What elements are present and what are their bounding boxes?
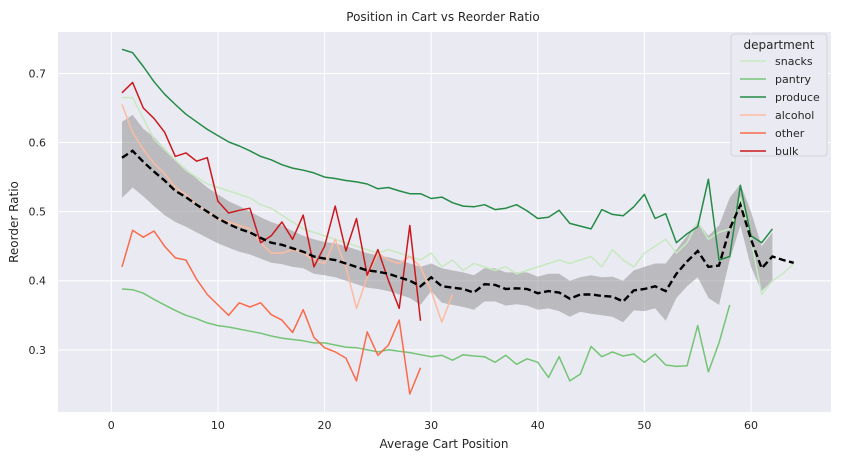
y-tick-label: 0.3 [29, 344, 47, 357]
mean-line-group [121, 149, 795, 303]
legend-label-bulk: bulk [775, 145, 799, 158]
x-tick-label: 60 [744, 419, 758, 432]
x-tick-label: 50 [637, 419, 651, 432]
y-tick-label: 0.6 [29, 137, 47, 150]
ci-band-area [122, 114, 773, 323]
series-line-pantry [121, 288, 731, 382]
grid [58, 32, 831, 412]
series-line-other [121, 229, 422, 395]
y-axis-label: Reorder Ratio [7, 181, 21, 263]
legend-label-alcohol: alcohol [775, 109, 814, 122]
legend-label-snacks: snacks [775, 55, 813, 68]
confidence-band [122, 114, 773, 323]
chart-title: Position in Cart vs Reorder Ratio [346, 10, 539, 24]
series-line-alcohol [121, 104, 454, 323]
legend-title: department [744, 38, 815, 52]
x-tick-label: 20 [318, 419, 332, 432]
y-tick-label: 0.5 [29, 206, 47, 219]
x-axis-label: Average Cart Position [380, 437, 509, 451]
x-tick-label: 0 [108, 419, 115, 432]
series-line-bulk [121, 81, 422, 321]
legend-label-other: other [775, 127, 805, 140]
x-tick-label: 10 [211, 419, 225, 432]
legend-items: snacks pantry produce alcohol other bulk [740, 55, 820, 158]
legend-label-pantry: pantry [775, 73, 812, 86]
x-axis-ticks: 0 10 20 30 40 50 60 [108, 419, 758, 432]
x-tick-label: 40 [531, 419, 545, 432]
legend: department snacks pantry produce alcohol oth… [730, 33, 828, 158]
y-axis-ticks: 0.3 0.4 0.5 0.6 0.7 [29, 67, 47, 356]
y-tick-label: 0.4 [29, 275, 47, 288]
series-line-produce [121, 48, 773, 261]
series-lines [121, 48, 795, 395]
x-tick-label: 30 [424, 419, 438, 432]
legend-box [730, 33, 828, 157]
legend-label-produce: produce [775, 91, 820, 104]
mean-line [121, 149, 795, 303]
y-tick-label: 0.7 [29, 67, 47, 80]
series-line-snacks [122, 96, 795, 296]
